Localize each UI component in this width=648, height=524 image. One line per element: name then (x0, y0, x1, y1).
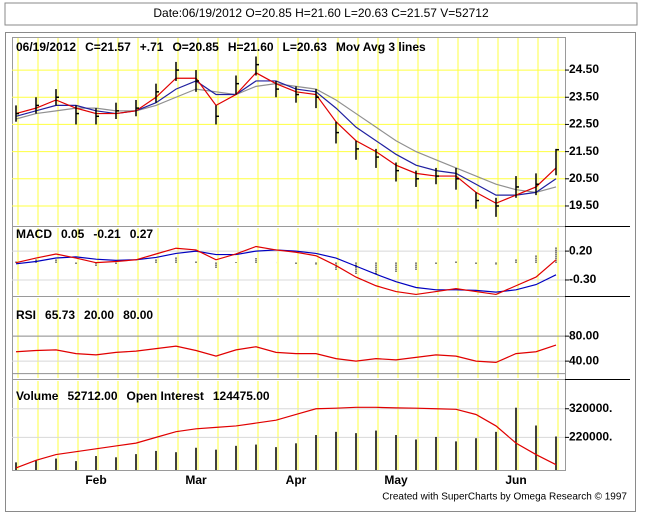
legend-text: 06/19/2012 (16, 40, 76, 54)
legend-text: MACD (16, 227, 52, 241)
legend-text: Volume (16, 389, 59, 403)
footer: Created with SuperCharts by Omega Resear… (382, 492, 627, 503)
x-tick-label: Feb (85, 473, 106, 487)
legend-text: O=20.85 (172, 40, 219, 54)
legend-text: Open Interest (127, 389, 204, 403)
legend-text: 124475.00 (213, 389, 270, 403)
series-line (15, 80, 557, 196)
x-tick-label: Apr (286, 473, 307, 487)
y-tick-label: 220000. (569, 430, 612, 444)
series-line (15, 344, 557, 363)
y-tick-label: 20.50 (569, 171, 599, 185)
y-tick-label: 24.50 (569, 62, 599, 76)
y-tick-label: 22.50 (569, 117, 599, 131)
x-tick-label: May (384, 473, 408, 487)
legend-text: RSI (16, 308, 36, 322)
y-tick-label: 40.00 (569, 353, 599, 367)
legend-text: +.71 (140, 40, 164, 54)
plot-area (12, 37, 566, 471)
series-line (15, 406, 557, 469)
legend-text: 0.05 (61, 227, 85, 241)
series-line (15, 72, 557, 204)
y-tick-label: 0.20 (569, 243, 593, 257)
legend-text: 52712.00 (67, 389, 117, 403)
legend-text: 65.73 (45, 308, 75, 322)
legend-text: -0.21 (93, 227, 121, 241)
x-tick-label: Mar (185, 473, 207, 487)
legend-text: 20.00 (84, 308, 114, 322)
status-box (4, 2, 638, 26)
legend-text: 80.00 (123, 308, 153, 322)
legend-text: H=21.60 (228, 40, 274, 54)
y-tick-label: 23.50 (569, 89, 599, 103)
legend-text: 0.27 (130, 227, 154, 241)
y-tick-label: 19.50 (569, 198, 599, 212)
legend-text: Mov Avg 3 lines (336, 40, 426, 54)
legend-text: L=20.63 (283, 40, 328, 54)
status-text: Date:06/19/2012 O=20.85 H=21.60 L=20.63 … (153, 6, 489, 20)
y-tick-label: -0.30 (569, 272, 597, 286)
y-tick-label: 320000. (569, 401, 612, 415)
series-line (15, 245, 557, 296)
y-tick-label: 80.00 (569, 328, 599, 342)
x-tick-label: Jun (505, 473, 526, 487)
legend-text: C=21.57 (85, 40, 131, 54)
y-tick-label: 21.50 (569, 144, 599, 158)
